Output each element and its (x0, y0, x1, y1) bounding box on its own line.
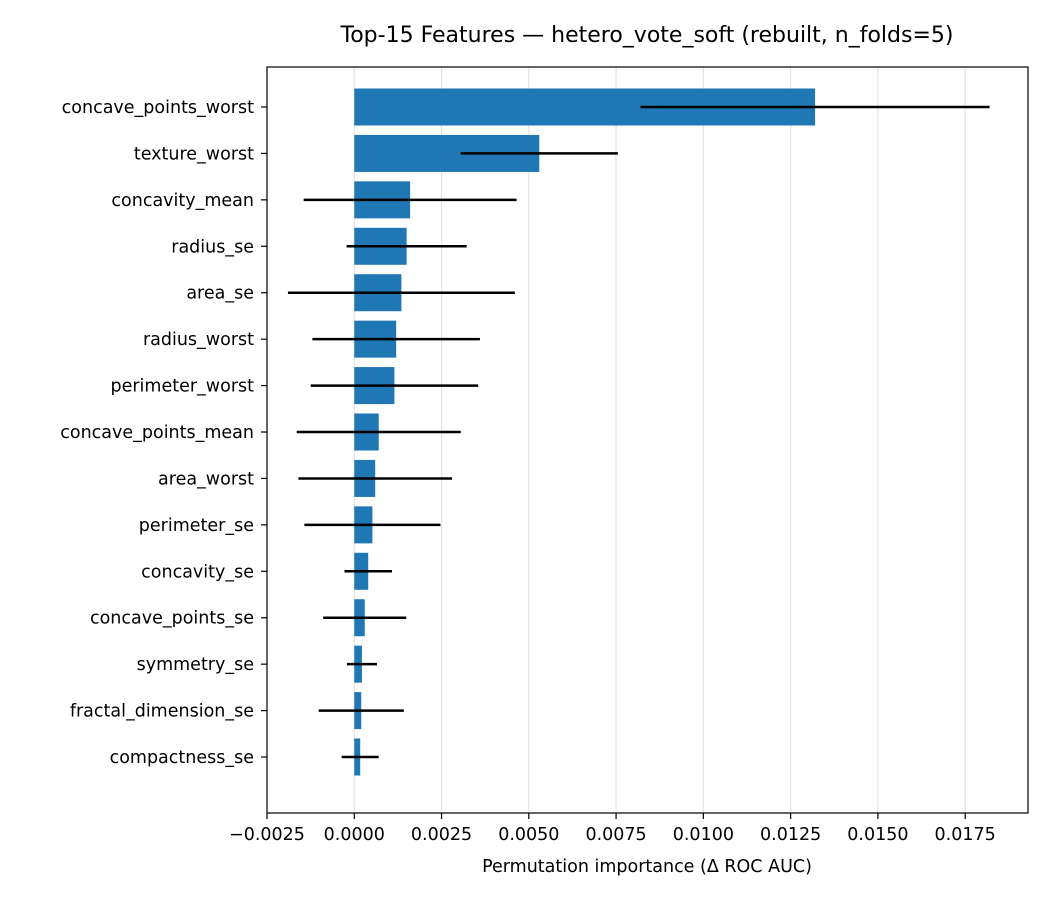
y-tick-label: concave_points_se (90, 609, 254, 629)
y-tick-label: radius_worst (143, 330, 254, 350)
x-tick-label: 0.0050 (498, 825, 559, 845)
x-tick-label: −0.0025 (229, 825, 305, 845)
x-axis-label: Permutation importance (Δ ROC AUC) (482, 857, 812, 877)
chart-title: Top-15 Features — hetero_vote_soft (rebu… (340, 23, 954, 48)
x-tick-label: 0.0150 (847, 825, 908, 845)
y-tick-labels: concave_points_worst texture_worstconcavi… (60, 98, 267, 768)
y-tick-label: fractal_dimension_se (70, 702, 254, 722)
x-tick-label: 0.0125 (760, 825, 821, 845)
y-tick-label: perimeter_se (139, 516, 254, 536)
y-tick-label: symmetry_se (137, 655, 254, 675)
y-tick-label: compactness_se (110, 748, 254, 768)
x-tick-label: 0.0000 (324, 825, 385, 845)
x-tick-label: 0.0175 (935, 825, 996, 845)
y-tick-label: concavity_se (141, 562, 254, 582)
y-tick-label: texture_worst (134, 144, 254, 164)
x-tick-label: 0.0100 (673, 825, 734, 845)
y-tick-label: area_worst (158, 469, 254, 489)
y-tick-label: concave_points_mean (60, 423, 254, 443)
y-tick-label: perimeter_worst (110, 377, 254, 397)
error-bars (287, 105, 990, 759)
y-tick-label: area_se (186, 284, 254, 304)
x-tick-label: 0.0025 (411, 825, 472, 845)
y-tick-label: radius_se (171, 237, 254, 257)
y-tick-label: concave_points_worst (62, 98, 254, 118)
y-tick-label: concavity_mean (111, 191, 254, 211)
x-tick-label: 0.0075 (585, 825, 646, 845)
x-tick-labels: −0.0025 0.0000 0.0025 0.0050 0.0075 0.0100 0.0… (229, 813, 996, 845)
plot-area-frame (266, 66, 1029, 814)
